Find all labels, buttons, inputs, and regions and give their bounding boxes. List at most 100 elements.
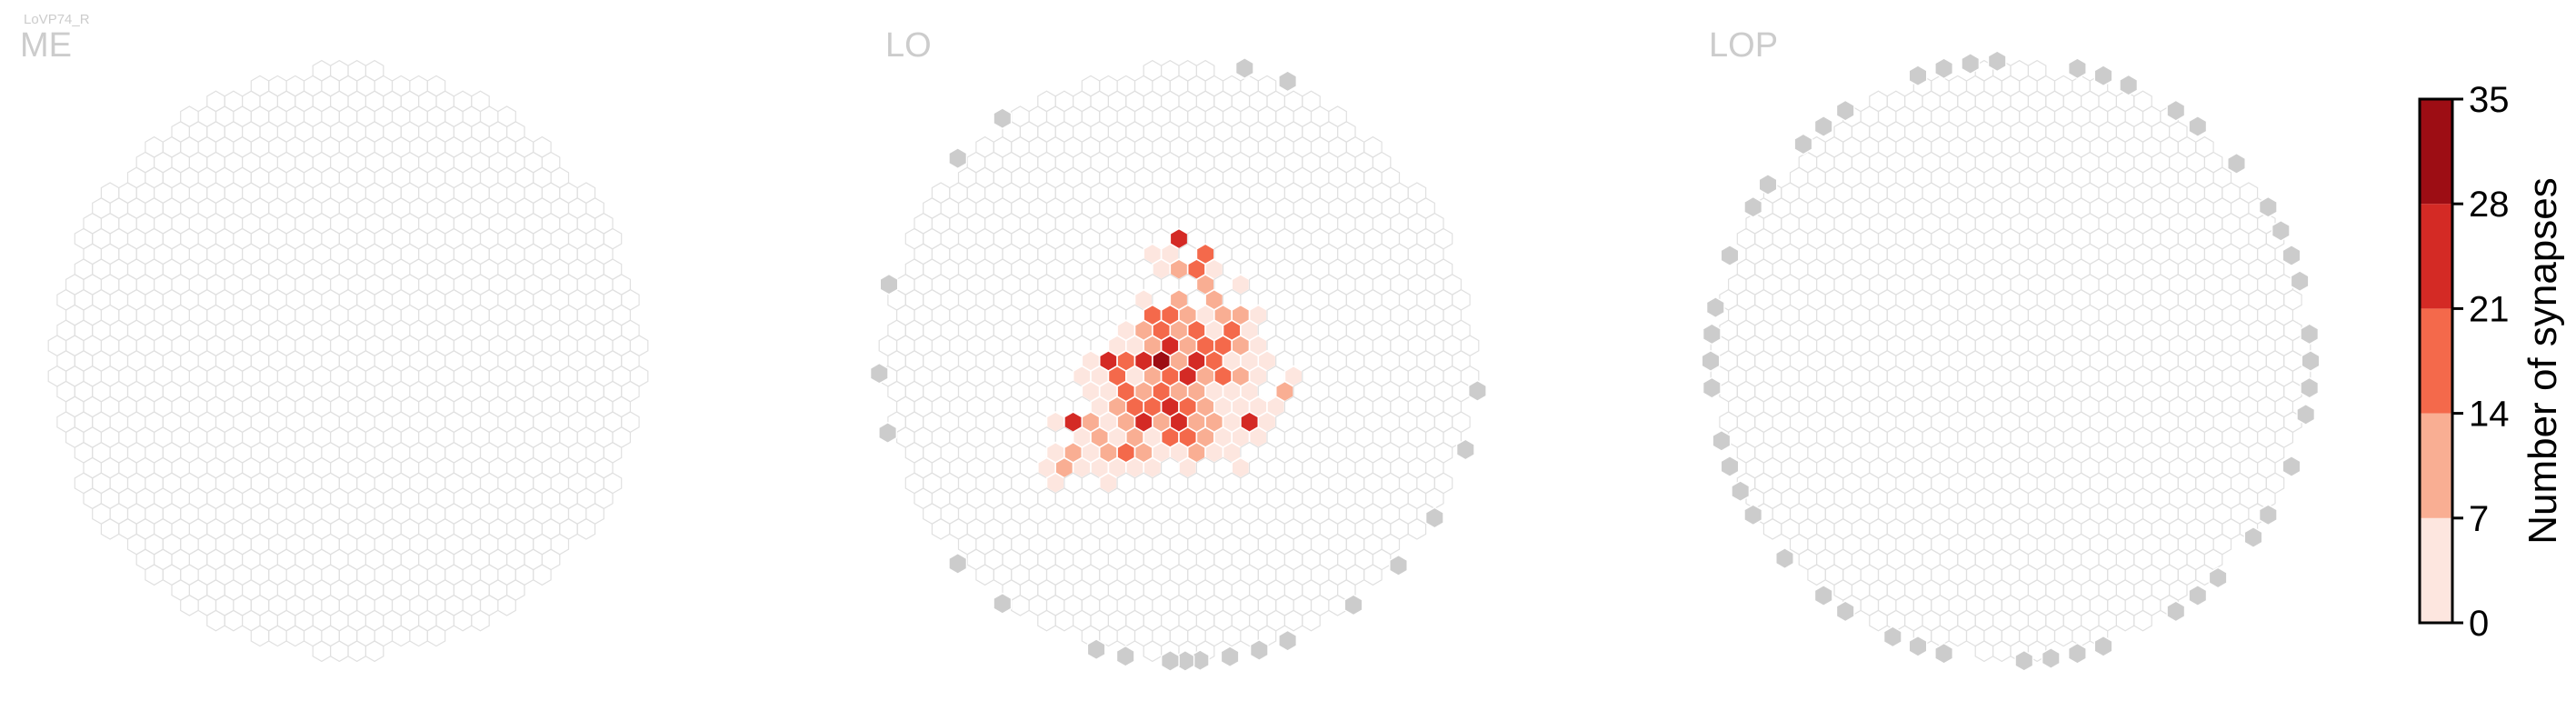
hex-cell-outside: [2067, 642, 2087, 665]
hex-cell-empty: [1143, 640, 1163, 663]
panel-lo: LO: [869, 26, 1487, 672]
hex-cell-outside: [1220, 646, 1240, 668]
hex-cell-outside: [1934, 642, 1954, 665]
hex-cell-empty: [268, 625, 287, 647]
hex-cell-outside: [2258, 195, 2278, 218]
hex-cell-outside: [1343, 594, 1363, 616]
hex-cell-outside: [993, 107, 1013, 130]
hex-cell-outside: [2243, 526, 2263, 549]
hex-cell-empty: [250, 625, 270, 647]
colorbar-bin: [2420, 413, 2452, 518]
hex-cell-empty: [1974, 640, 1994, 663]
hex-cell-outside: [1467, 379, 1487, 402]
hex-cell-empty: [931, 517, 951, 540]
colorbar-tick-label: 28: [2469, 185, 2510, 225]
hex-cell-empty: [1948, 625, 1968, 647]
hex-cell-outside: [2258, 504, 2278, 526]
hex-cell-outside: [1731, 480, 1751, 503]
hex-cell-outside: [1455, 438, 1475, 461]
hex-cell-empty: [1931, 625, 1950, 647]
hex-cell-outside: [2093, 65, 2113, 87]
hex-cell-outside: [1961, 52, 1981, 75]
hex-cell-outside: [879, 273, 899, 295]
hex-cell-outside: [1160, 649, 1180, 672]
hex-cell-outside: [1775, 547, 1794, 570]
hex-cell-outside: [1234, 56, 1254, 80]
hex-grid-lo: [869, 56, 1487, 672]
hex-cell-outside: [1705, 296, 1725, 319]
colorbar-label: Number of synapses: [2521, 177, 2565, 545]
hex-cell-outside: [2014, 649, 2034, 672]
hex-cell-outside: [1987, 50, 2007, 73]
hex-cell-outside: [1743, 504, 1763, 526]
hex-cell-outside: [2271, 219, 2291, 242]
hex-cell-outside: [2300, 376, 2320, 399]
hex-cell-empty: [347, 640, 366, 663]
hex-cell-empty: [576, 517, 596, 540]
hex-cell-empty: [426, 625, 446, 647]
hex-cell-outside: [1389, 554, 1408, 576]
hex-cell-outside: [2301, 349, 2321, 373]
hex-cell-outside: [1720, 244, 1740, 267]
hex-cell-empty: [975, 564, 994, 586]
hex-cell-empty: [453, 609, 473, 632]
hex-cell-outside: [1908, 65, 1928, 87]
hex-grid-lop: [1701, 50, 2321, 672]
colorbar-bin: [2420, 308, 2452, 414]
hex-cell-outside: [1743, 195, 1763, 218]
colorbar-tick-label: 14: [2469, 395, 2510, 435]
hex-cell-empty: [1407, 517, 1427, 540]
panel-title-lop: LOP: [1709, 26, 1778, 65]
colorbar-bin: [2420, 204, 2452, 309]
hex-cell-empty: [497, 594, 516, 616]
hex-cell-outside: [1908, 635, 1928, 657]
hex-cell-outside: [1758, 173, 1778, 196]
hex-cell-empty: [1037, 609, 1056, 632]
hex-cell-empty: [285, 625, 305, 647]
hex-cell-outside: [1813, 115, 1833, 138]
hex-cell-outside: [2300, 323, 2320, 345]
colorbar-ticks: 0 7 14 21 28 35: [2452, 80, 2510, 644]
hex-cell-empty: [1807, 564, 1826, 586]
hex-cell-outside: [1712, 429, 1732, 452]
hex-cell-empty: [364, 640, 384, 663]
hex-cell-outside: [2188, 115, 2208, 138]
hex-cell-empty: [409, 625, 428, 647]
colorbar-bin: [2420, 517, 2452, 623]
hex-cell-outside: [2281, 455, 2301, 478]
hex-cell-empty: [2053, 625, 2073, 647]
hex-cell-outside: [1249, 638, 1269, 662]
hex-cell-outside: [1835, 600, 1855, 623]
hex-cell-outside: [1793, 133, 1813, 155]
hex-grid-me: [47, 59, 649, 663]
hex-cell-outside: [2067, 57, 2087, 80]
colorbar-bins: [2420, 99, 2452, 623]
hex-cell-empty: [145, 564, 164, 586]
hex-cell-empty: [1054, 609, 1074, 632]
hex-cell-outside: [2188, 584, 2208, 607]
colorbar-tick-label: 35: [2469, 80, 2510, 120]
hex-cell-outside: [1424, 506, 1444, 529]
hex-cell-outside: [2227, 152, 2246, 175]
hex-cell-outside: [1115, 645, 1135, 667]
hex-cell-empty: [180, 594, 199, 616]
hex-cell-empty: [1222, 625, 1242, 647]
hex-cell-empty: [1992, 640, 2012, 663]
hex-cell-outside: [1934, 57, 1954, 80]
hex-cell-outside: [2166, 600, 2186, 623]
hex-cell-outside: [2281, 244, 2301, 267]
colorbar-frame: [2418, 97, 2454, 625]
hex-cell-outside: [2296, 403, 2316, 426]
hex-cell-empty: [533, 564, 552, 586]
hex-cell-empty: [206, 609, 225, 632]
hex-cell-empty: [1011, 594, 1030, 616]
hex-cell-empty: [2072, 625, 2091, 647]
panel-title-me: ME: [20, 26, 72, 65]
hex-cell-outside: [1720, 455, 1740, 478]
hex-cell-outside: [1702, 323, 1722, 345]
hex-cell-outside: [1278, 70, 1298, 93]
colorbar: 0 7 14 21 28 35 Number of synapses: [2418, 80, 2565, 644]
hex-cell-empty: [312, 640, 332, 663]
hex-cell-outside: [1701, 349, 1721, 373]
